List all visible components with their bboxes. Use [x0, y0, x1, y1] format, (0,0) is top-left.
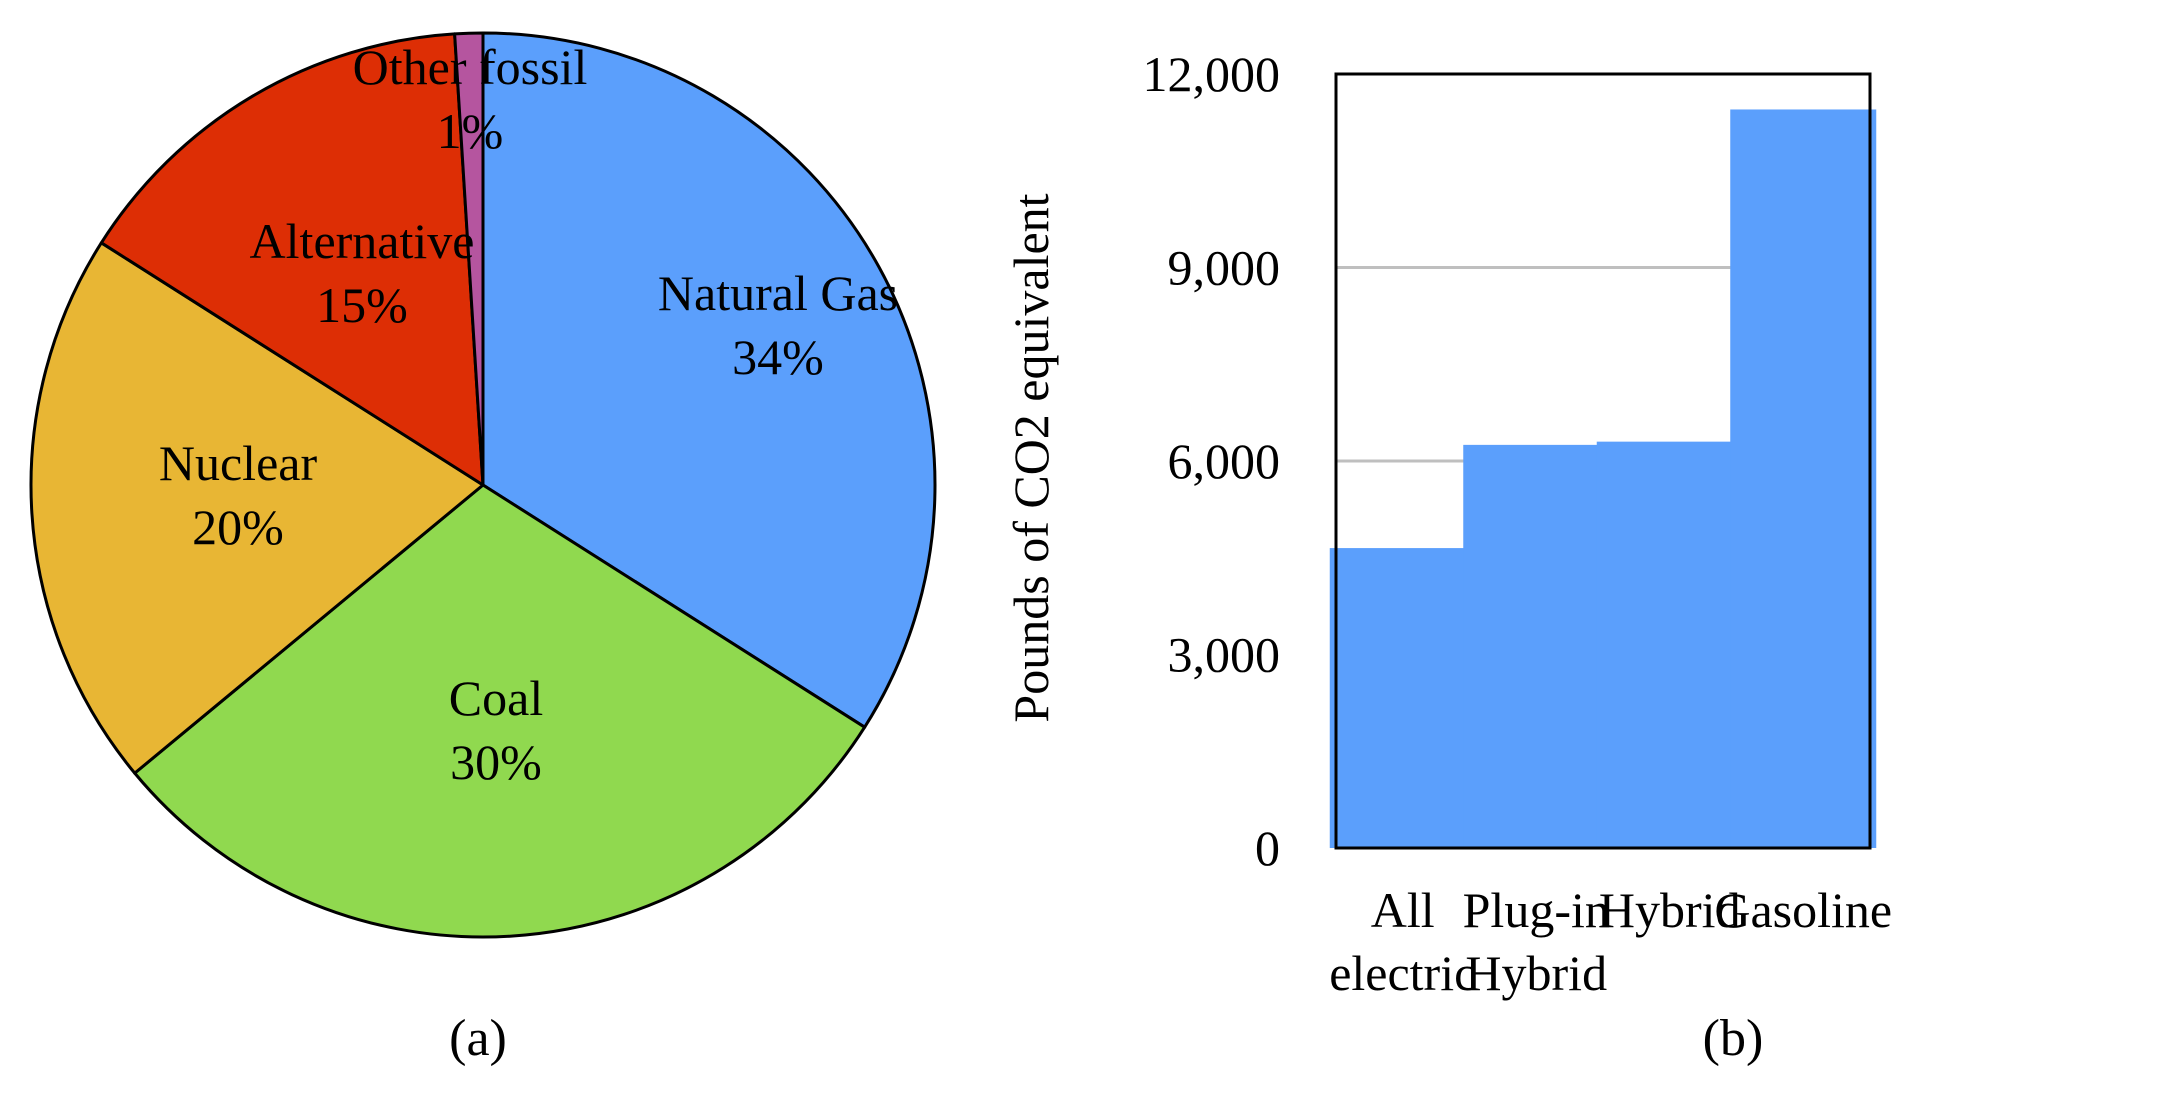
x-category-label: Hybrid: [1465, 945, 1607, 1001]
pie-label-coal: Coal: [449, 670, 543, 726]
bar-plug-in-hybrid: [1463, 444, 1610, 848]
pie-slice-alternative: [99, 32, 485, 487]
y-tick-label: 0: [1255, 820, 1280, 876]
plot-frame: [1334, 72, 1872, 850]
pie-label-alternative: Alternative: [250, 213, 475, 269]
x-category-label: All: [1371, 882, 1435, 938]
bar-hybrid: [1596, 441, 1743, 848]
x-category-label: electric: [1329, 945, 1476, 1001]
pie-slice-coal: [133, 483, 867, 939]
x-category-label: Plug-in: [1463, 882, 1610, 938]
pie-label-nuclear: Nuclear: [159, 435, 318, 491]
pie-slice-other-fossil: [453, 31, 485, 487]
bar-axes: [1334, 72, 1872, 850]
y-tick-label: 3,000: [1168, 627, 1281, 683]
y-tick-labels: 0 3,000 6,000 9,000 12,000: [1143, 46, 1281, 876]
pie-slices: [29, 31, 937, 939]
pie-value-natural-gas: 34%: [732, 329, 824, 385]
y-tick-label: 6,000: [1168, 433, 1281, 489]
y-axis-title: Pounds of CO2 equivalent: [1003, 193, 1059, 722]
bar-series: [1329, 109, 1877, 849]
y-tick-label: 9,000: [1168, 240, 1281, 296]
bar-gasoline: [1730, 109, 1877, 849]
bar-chart-panel: 0 3,000 6,000 9,000 12,000 All electric Plug-i…: [1003, 46, 1892, 1067]
pie-value-other-fossil: 1%: [437, 103, 504, 159]
pie-label-other-fossil: Other fossil: [353, 39, 588, 95]
pie-chart-panel: Natural Gas 34% Coal 30% Nuclear 20% Alternati…: [29, 31, 937, 1067]
pie-slice-nuclear: [29, 241, 485, 775]
pie-slice-natural-gas: [481, 31, 937, 729]
pie-label-natural-gas: Natural Gas: [658, 265, 898, 321]
x-category-label: Hybrid: [1599, 882, 1741, 938]
x-category-label: Gasoline: [1714, 882, 1892, 938]
y-tick-label: 12,000: [1143, 46, 1281, 102]
pie-value-alternative: 15%: [316, 277, 408, 333]
pie-caption: (a): [449, 1010, 507, 1067]
bar-all-electric: [1329, 548, 1476, 848]
pie-value-nuclear: 20%: [192, 499, 284, 555]
pie-labels: Natural Gas 34% Coal 30% Nuclear 20% Alternati…: [159, 39, 898, 790]
pie-value-coal: 30%: [450, 734, 542, 790]
bar-caption: (b): [1703, 1010, 1764, 1067]
